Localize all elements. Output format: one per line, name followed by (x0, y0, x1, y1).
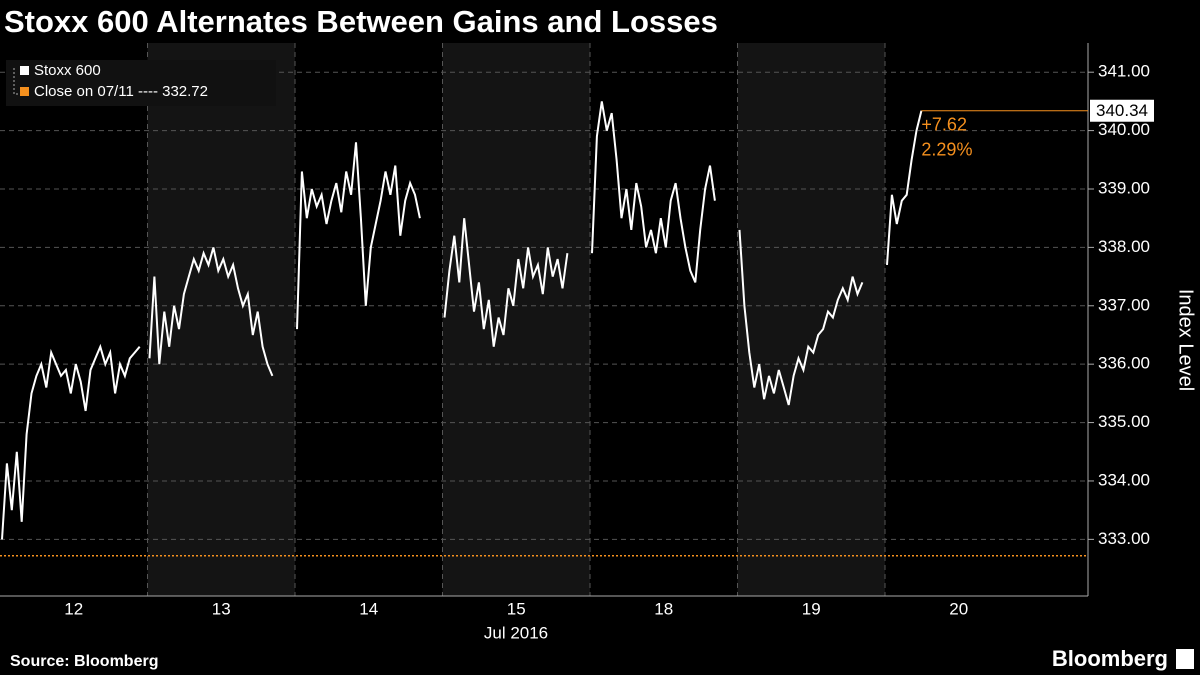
day-band (147, 43, 295, 596)
legend-label: Close on 07/11 ---- 332.72 (34, 83, 208, 100)
bands (147, 43, 886, 596)
y-tick-label: 340.00 (1098, 120, 1150, 139)
plot: 12 13 14 15 18 19 20 333.00 334.00 335.00 336.00 33… (0, 43, 1154, 618)
x-tick-label: 13 (212, 599, 231, 618)
brand: Bloomberg (1052, 646, 1168, 671)
price-line (591, 101, 716, 283)
legend-swatch (20, 87, 29, 96)
x-tick-label: 14 (359, 599, 378, 618)
x-tick-label: 20 (949, 599, 968, 618)
y-tick-label: 335.00 (1098, 412, 1150, 431)
y-axis-label: Index Level (1175, 289, 1197, 391)
price-line (738, 229, 864, 406)
legend: Stoxx 600 Close on 07/11 ---- 332.72 (6, 60, 276, 106)
y-tick-label: 333.00 (1098, 529, 1150, 548)
y-tick-label: 336.00 (1098, 354, 1150, 373)
x-tick-label: 12 (64, 599, 83, 618)
x-axis-label: Jul 2016 (484, 623, 548, 642)
source: Source: Bloomberg (10, 653, 158, 670)
change-pct-label: 2.29% (921, 139, 972, 159)
chart-title: Stoxx 600 Alternates Between Gains and L… (4, 4, 718, 39)
y-tick-label: 341.00 (1098, 62, 1150, 81)
y-tick-label: 339.00 (1098, 178, 1150, 197)
legend-label: Stoxx 600 (34, 62, 101, 79)
x-tick-label: 19 (802, 599, 821, 618)
x-tick-label: 15 (507, 599, 526, 618)
x-tick-label: 18 (654, 599, 673, 618)
price-line (886, 110, 923, 265)
price-line (296, 142, 421, 330)
price-line (148, 247, 274, 377)
day-band (737, 43, 885, 596)
brand-icon (1176, 649, 1194, 669)
legend-swatch (20, 66, 29, 75)
last-value-label: 340.34 (1096, 101, 1148, 120)
last-value-box (1090, 99, 1154, 122)
y-tick-label: 338.00 (1098, 237, 1150, 256)
price-line (1, 343, 141, 540)
day-band (442, 43, 590, 596)
price-line (443, 218, 569, 347)
y-tick-label: 337.00 (1098, 295, 1150, 314)
legend-bg (6, 60, 276, 106)
legend-bracket (13, 68, 19, 95)
change-label: +7.62 (921, 114, 967, 134)
y-tick-label: 334.00 (1098, 470, 1150, 489)
